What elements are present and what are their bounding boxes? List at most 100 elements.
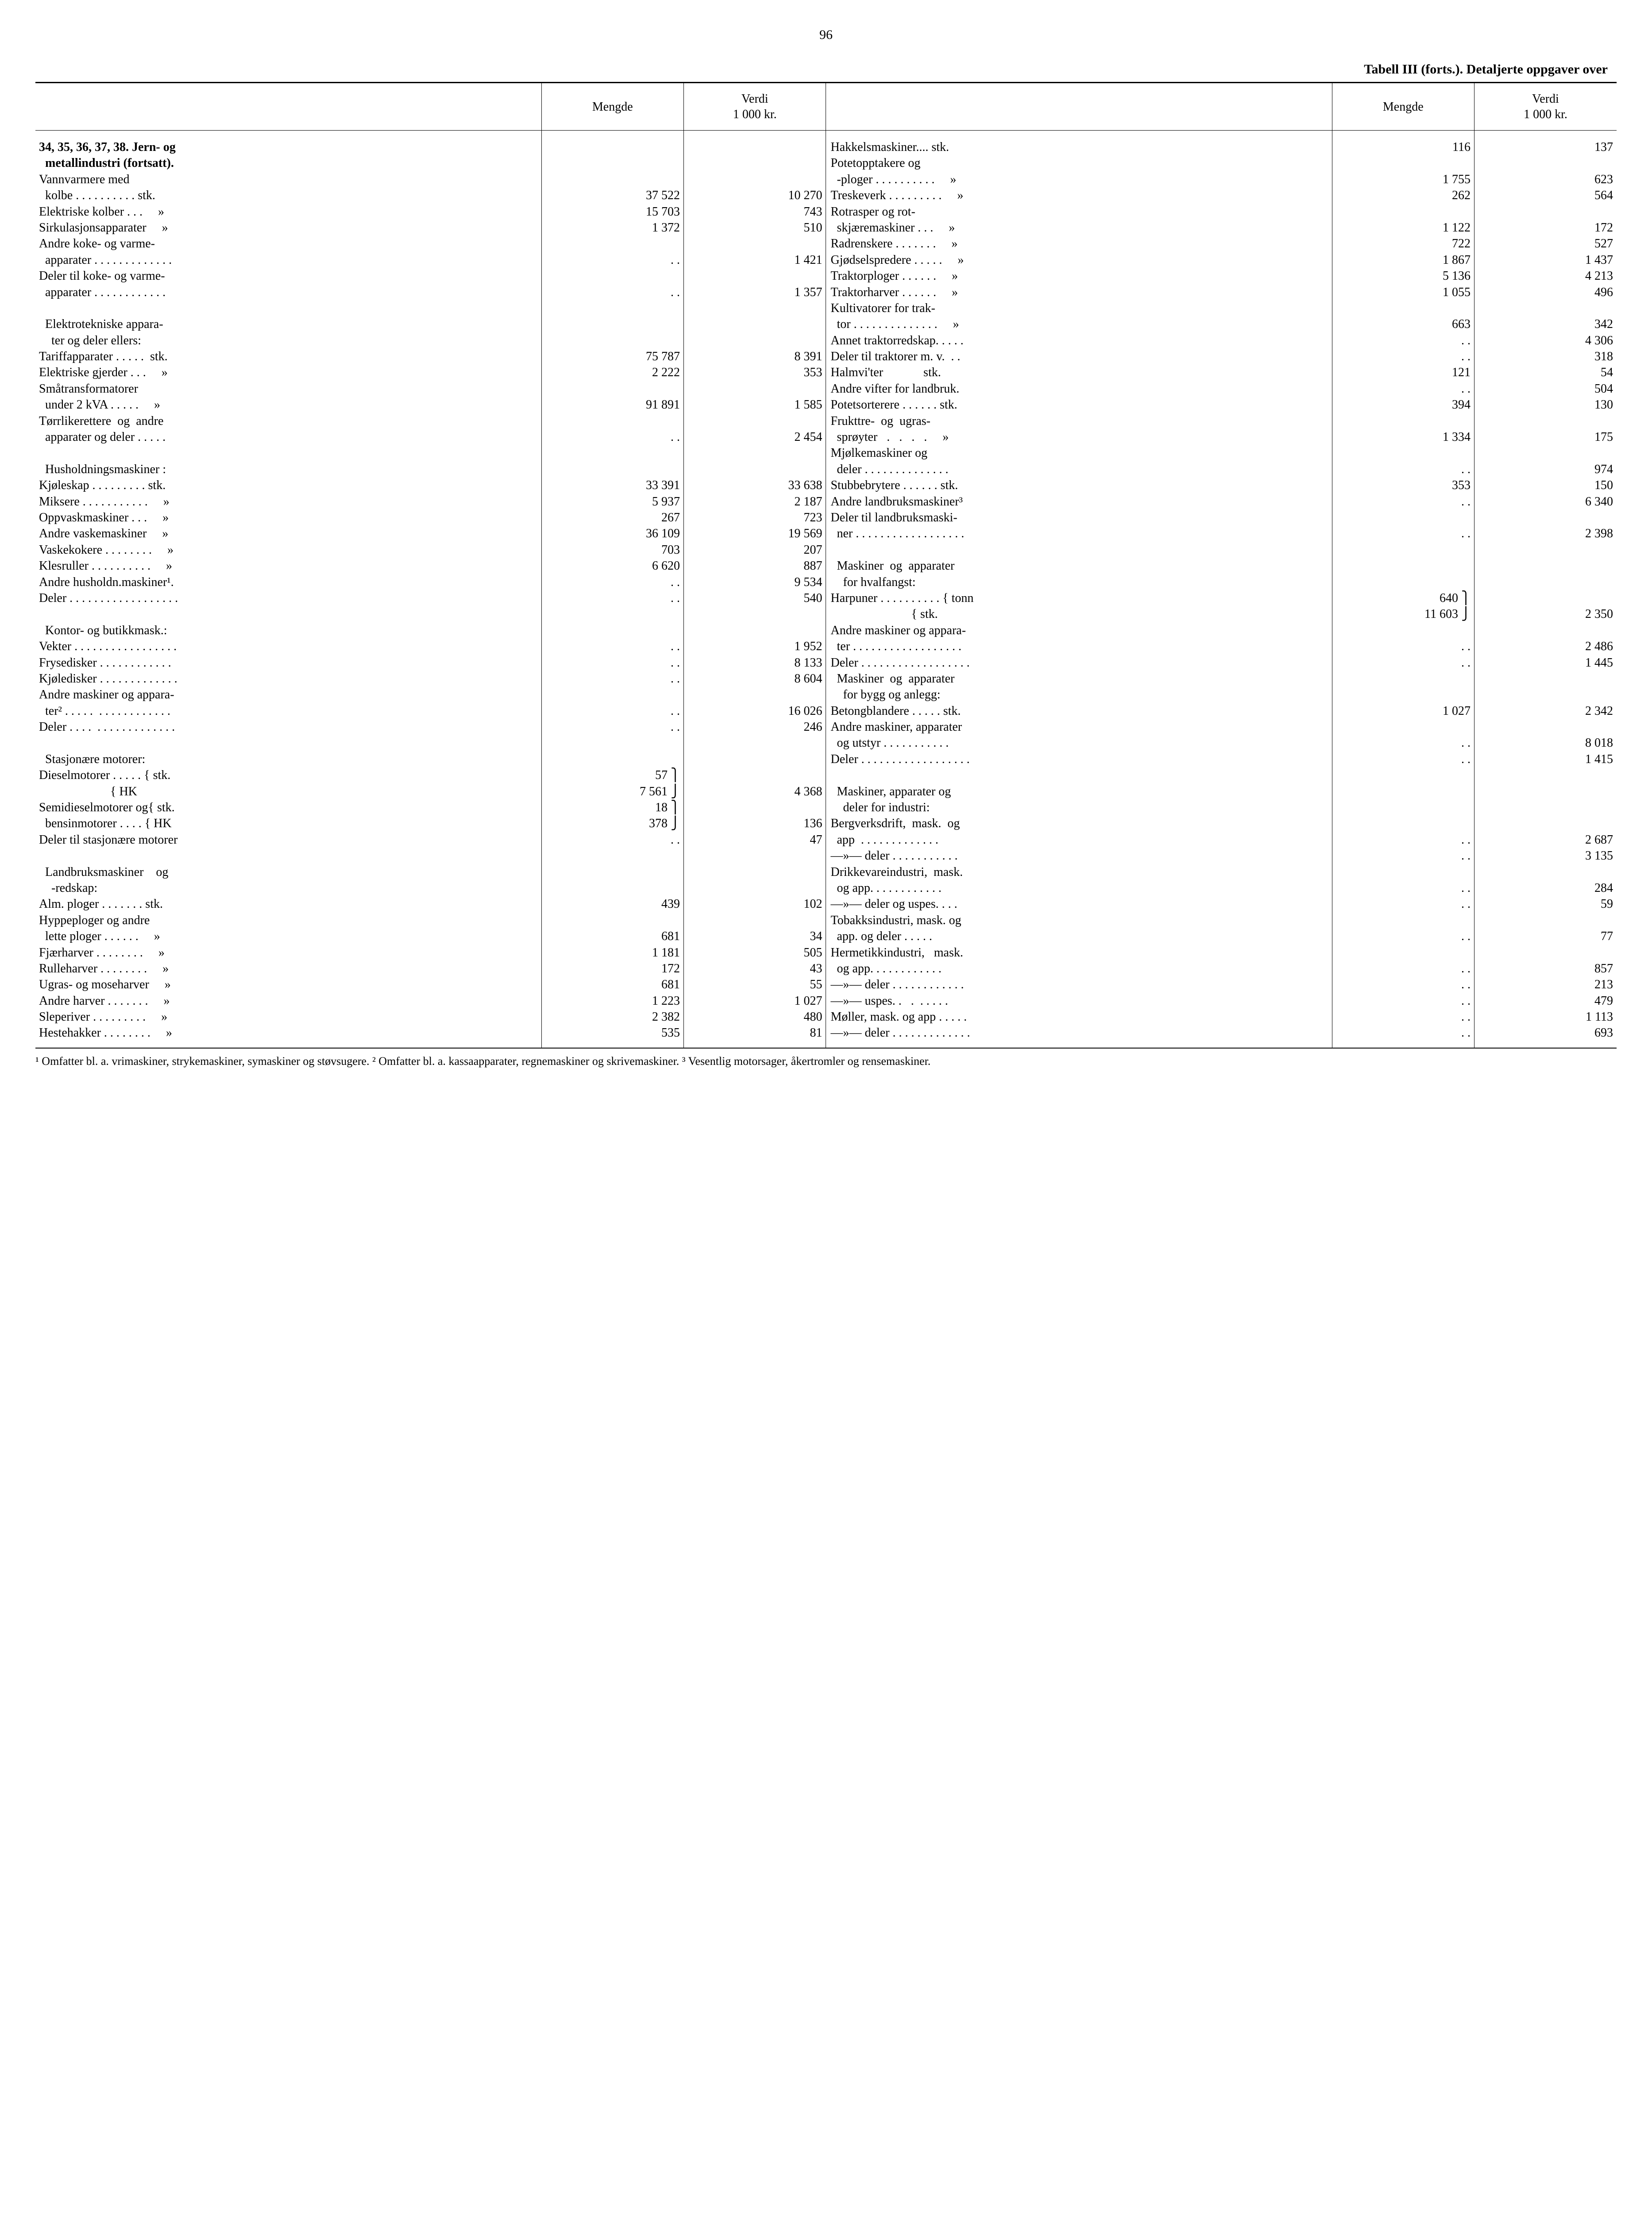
cell-desc-right: Stubbebrytere . . . . . . stk.: [826, 478, 1332, 493]
cell-desc-left: Dieselmotorer . . . . . { stk.: [35, 767, 541, 783]
cell-desc-right: —»— deler . . . . . . . . . . .: [826, 848, 1332, 864]
table-row: bensinmotorer . . . . { HK378 ⎭136Bergve…: [35, 816, 1617, 832]
cell-mengde-left: [541, 236, 683, 252]
cell-mengde-left: [541, 864, 683, 880]
cell-mengde-right: . .: [1332, 735, 1474, 751]
cell-verdi-right: 527: [1474, 236, 1617, 252]
cell-verdi-left: 136: [684, 816, 826, 832]
cell-desc-right: Mjølkemaskiner og: [826, 445, 1332, 461]
table-row: Andre husholdn.maskiner¹.. .9 534 for hv…: [35, 574, 1617, 590]
footnotes: ¹ Omfatter bl. a. vrimaskiner, strykemas…: [35, 1054, 1617, 1069]
cell-mengde-right: 1 334: [1332, 429, 1474, 445]
table-row: apparater og deler . . . . .. .2 454 spr…: [35, 429, 1617, 445]
cell-verdi-left: [684, 623, 826, 639]
cell-verdi-left: 8 391: [684, 349, 826, 365]
cell-desc-left: apparater . . . . . . . . . . . . .: [35, 252, 541, 268]
cell-mengde-left: 1 372: [541, 220, 683, 236]
cell-verdi-left: [684, 864, 826, 880]
cell-verdi-right: 2 486: [1474, 639, 1617, 655]
cell-mengde-right: 722: [1332, 236, 1474, 252]
cell-verdi-right: 3 135: [1474, 848, 1617, 864]
cell-verdi-left: 47: [684, 832, 826, 848]
cell-verdi-right: [1474, 155, 1617, 171]
cell-verdi-left: [684, 913, 826, 929]
cell-desc-right: ter . . . . . . . . . . . . . . . . . .: [826, 639, 1332, 655]
cell-desc-right: [826, 767, 1332, 783]
cell-verdi-right: [1474, 913, 1617, 929]
table-row: SmåtransformatorerAndre vifter for landb…: [35, 381, 1617, 397]
cell-verdi-right: 342: [1474, 316, 1617, 332]
cell-desc-right: Andre vifter for landbruk.: [826, 381, 1332, 397]
table-body: 34, 35, 36, 37, 38. Jern- ogHakkelsmaski…: [35, 131, 1617, 1048]
cell-mengde-left: 57 ⎫: [541, 767, 683, 783]
cell-desc-right: Frukttre- og ugras-: [826, 413, 1332, 429]
cell-verdi-right: 564: [1474, 188, 1617, 204]
cell-mengde-left: [541, 623, 683, 639]
table-row: Vekter . . . . . . . . . . . . . . . . .…: [35, 639, 1617, 655]
cell-desc-left: -redskap:: [35, 880, 541, 896]
cell-mengde-left: 37 522: [541, 188, 683, 204]
cell-verdi-left: 887: [684, 558, 826, 574]
cell-mengde-left: . .: [541, 429, 683, 445]
cell-mengde-left: [541, 131, 683, 156]
cell-verdi-left: [684, 413, 826, 429]
cell-desc-left: ter og deler ellers:: [35, 333, 541, 349]
cell-verdi-left: [684, 236, 826, 252]
cell-desc-right: Møller, mask. og app . . . . .: [826, 1009, 1332, 1025]
cell-mengde-left: . .: [541, 285, 683, 301]
cell-verdi-left: 505: [684, 945, 826, 961]
col-header-desc-right: [826, 83, 1332, 131]
table-row: Sirkulasjonsapparater »1 372510 skjærema…: [35, 220, 1617, 236]
cell-desc-left: [35, 735, 541, 751]
cell-desc-left: Andre maskiner og appara-: [35, 687, 541, 703]
cell-verdi-right: 2 350: [1474, 606, 1617, 622]
cell-verdi-right: 8 018: [1474, 735, 1617, 751]
cell-desc-right: Treskeverk . . . . . . . . . »: [826, 188, 1332, 204]
cell-desc-right: Gjødselspredere . . . . . »: [826, 252, 1332, 268]
cell-verdi-right: 150: [1474, 478, 1617, 493]
cell-desc-left: bensinmotorer . . . . { HK: [35, 816, 541, 832]
table-title: Tabell III (forts.). Detaljerte oppgaver…: [35, 61, 1608, 78]
table-row: Tariffapparater . . . . . stk.75 7878 39…: [35, 349, 1617, 365]
cell-mengde-right: [1332, 623, 1474, 639]
cell-mengde-right: [1332, 767, 1474, 783]
cell-verdi-right: [1474, 542, 1617, 558]
col-header-desc-left: [35, 83, 541, 131]
cell-verdi-right: [1474, 767, 1617, 783]
cell-mengde-left: 6 620: [541, 558, 683, 574]
cell-mengde-left: . .: [541, 639, 683, 655]
cell-desc-right: { stk.: [826, 606, 1332, 622]
cell-verdi-right: [1474, 204, 1617, 220]
cell-mengde-left: . .: [541, 671, 683, 687]
cell-verdi-right: 284: [1474, 880, 1617, 896]
cell-mengde-left: [541, 462, 683, 478]
table-row: Elektriske kolber . . . »15 703743Rotras…: [35, 204, 1617, 220]
cell-verdi-right: 4 213: [1474, 268, 1617, 284]
cell-desc-left: [35, 301, 541, 316]
cell-verdi-right: 504: [1474, 381, 1617, 397]
table-row: Rulleharver . . . . . . . . »17243 og ap…: [35, 961, 1617, 977]
cell-desc-right: Traktorploger . . . . . . »: [826, 268, 1332, 284]
cell-mengde-right: [1332, 542, 1474, 558]
cell-mengde-left: [541, 301, 683, 316]
cell-mengde-right: . .: [1332, 1009, 1474, 1025]
table-row: Kultivatorer for trak-: [35, 301, 1617, 316]
cell-desc-left: Tariffapparater . . . . . stk.: [35, 349, 541, 365]
cell-verdi-left: 1 421: [684, 252, 826, 268]
cell-verdi-right: 137: [1474, 131, 1617, 156]
cell-desc-left: [35, 445, 541, 461]
cell-desc-left: Vannvarmere med: [35, 172, 541, 188]
cell-verdi-left: 102: [684, 896, 826, 912]
table-row: Sleperiver . . . . . . . . . »2 382480Mø…: [35, 1009, 1617, 1025]
table-row: —»— deler . . . . . . . . . . .. .3 135: [35, 848, 1617, 864]
table-row: Oppvaskmaskiner . . . »267723Deler til l…: [35, 510, 1617, 526]
cell-desc-right: Hakkelsmaskiner.... stk.: [826, 131, 1332, 156]
cell-verdi-right: 1 415: [1474, 752, 1617, 767]
cell-desc-right: Andre maskiner og appara-: [826, 623, 1332, 639]
cell-mengde-left: 1 181: [541, 945, 683, 961]
cell-verdi-left: 2 187: [684, 494, 826, 510]
cell-desc-right: Annet traktorredskap. . . . .: [826, 333, 1332, 349]
table-row: Kjøleskap . . . . . . . . . stk.33 39133…: [35, 478, 1617, 493]
cell-verdi-left: 1 952: [684, 639, 826, 655]
table-row: lette ploger . . . . . . »68134 app. og …: [35, 929, 1617, 945]
